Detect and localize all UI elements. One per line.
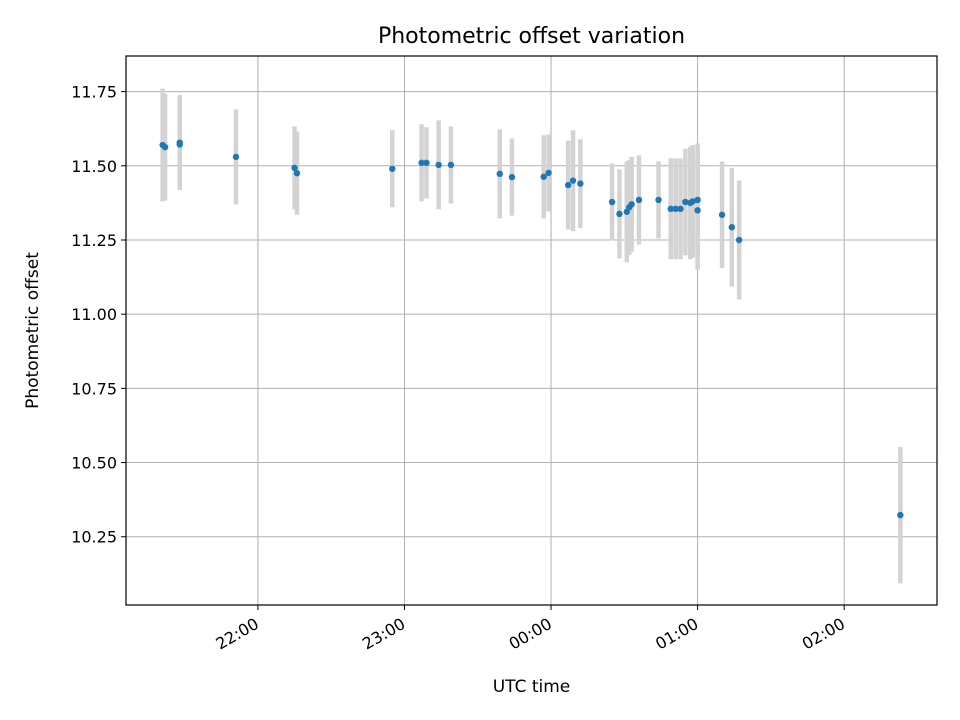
data-point	[635, 196, 643, 204]
data-point	[293, 170, 301, 177]
data-point	[655, 196, 662, 204]
data-point	[161, 143, 169, 151]
data-point	[232, 153, 240, 161]
data-point	[628, 201, 635, 208]
data-point	[672, 205, 679, 213]
y-tick-label: 10.50	[71, 454, 117, 473]
data-point	[728, 224, 736, 231]
data-point	[677, 205, 684, 213]
data-point	[423, 159, 430, 167]
data-point	[735, 236, 743, 244]
data-points	[159, 139, 904, 519]
data-point	[389, 165, 396, 172]
data-point	[694, 196, 701, 204]
grid-lines	[126, 56, 937, 605]
data-point	[545, 169, 552, 177]
y-axis-label: Photometric offset	[23, 252, 43, 409]
data-point	[291, 164, 298, 172]
data-point	[176, 141, 183, 148]
data-point	[496, 170, 503, 178]
y-axis-ticks: 10.25 10.50 10.75 11.00 11.25 11.50 11.75	[71, 83, 126, 547]
data-point	[540, 173, 547, 180]
data-point	[682, 198, 689, 206]
y-tick-label: 11.00	[71, 305, 117, 324]
data-point	[897, 511, 904, 519]
y-tick-label: 11.75	[71, 83, 117, 102]
data-point	[718, 211, 726, 218]
data-point	[608, 198, 616, 206]
x-axis-label: UTC time	[493, 677, 571, 697]
data-point	[435, 161, 442, 169]
data-point	[577, 180, 584, 187]
chart-title: Photometric offset variation	[378, 24, 685, 49]
data-point	[569, 177, 577, 184]
data-point	[667, 205, 674, 213]
data-point	[564, 181, 572, 189]
y-tick-label: 11.50	[71, 157, 117, 176]
axes-frame	[125, 55, 938, 606]
y-tick-label: 11.25	[71, 231, 117, 250]
data-point	[694, 207, 701, 214]
y-tick-label: 10.25	[71, 528, 117, 547]
data-point	[689, 198, 696, 205]
data-point	[447, 161, 455, 169]
y-tick-label: 10.75	[71, 379, 117, 398]
data-point	[418, 159, 425, 167]
data-point	[508, 173, 516, 181]
plot-area	[126, 56, 937, 605]
data-point	[616, 210, 623, 218]
